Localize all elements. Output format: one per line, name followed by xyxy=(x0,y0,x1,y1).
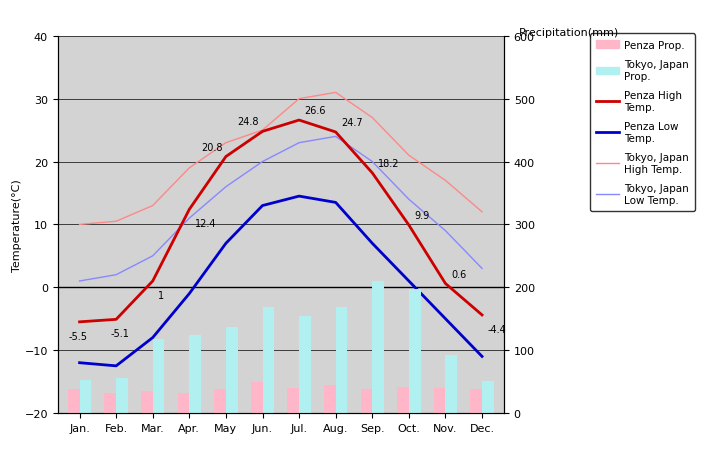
Bar xyxy=(299,317,311,413)
Y-axis label: Temperature(°C): Temperature(°C) xyxy=(12,179,22,271)
Bar xyxy=(361,389,372,413)
Bar xyxy=(372,281,384,413)
Bar xyxy=(336,308,347,413)
Text: 0.6: 0.6 xyxy=(451,269,467,279)
Text: 12.4: 12.4 xyxy=(195,218,217,229)
Bar xyxy=(226,327,238,413)
Bar xyxy=(482,381,494,413)
Bar xyxy=(287,388,299,413)
Text: 1: 1 xyxy=(158,290,164,300)
Text: -4.4: -4.4 xyxy=(487,324,506,334)
Text: 20.8: 20.8 xyxy=(201,142,222,152)
Text: 26.6: 26.6 xyxy=(305,106,326,116)
Bar xyxy=(324,385,336,413)
Bar xyxy=(189,336,201,413)
Text: 9.9: 9.9 xyxy=(415,211,430,221)
Text: 18.2: 18.2 xyxy=(378,158,400,168)
Bar xyxy=(433,388,446,413)
Bar xyxy=(409,290,420,413)
Bar xyxy=(178,393,189,413)
Bar xyxy=(263,308,274,413)
Text: Precipitation(mm): Precipitation(mm) xyxy=(518,28,618,38)
Bar xyxy=(68,389,79,413)
Text: -5.1: -5.1 xyxy=(111,328,130,338)
Text: -5.5: -5.5 xyxy=(68,331,87,341)
Bar xyxy=(470,389,482,413)
Bar xyxy=(446,355,457,413)
Text: 24.7: 24.7 xyxy=(341,118,363,128)
Bar xyxy=(79,381,91,413)
Bar xyxy=(153,340,164,413)
Bar xyxy=(251,382,263,413)
Bar xyxy=(215,389,226,413)
Bar xyxy=(104,393,116,413)
Bar xyxy=(141,391,153,413)
Legend: Penza Prop., Tokyo, Japan
Prop., Penza High
Temp., Penza Low
Temp., Tokyo, Japan: Penza Prop., Tokyo, Japan Prop., Penza H… xyxy=(590,34,695,212)
Bar xyxy=(397,387,409,413)
Text: 24.8: 24.8 xyxy=(238,117,259,127)
Bar xyxy=(116,378,128,413)
